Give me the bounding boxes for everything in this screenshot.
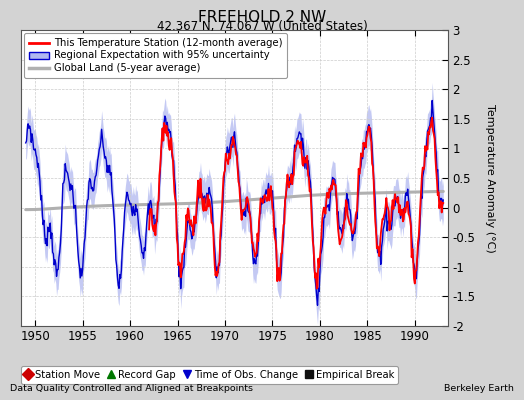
Text: FREEHOLD 2 NW: FREEHOLD 2 NW: [198, 10, 326, 25]
Y-axis label: Temperature Anomaly (°C): Temperature Anomaly (°C): [485, 104, 495, 252]
Text: Data Quality Controlled and Aligned at Breakpoints: Data Quality Controlled and Aligned at B…: [10, 384, 254, 393]
Text: 42.367 N, 74.067 W (United States): 42.367 N, 74.067 W (United States): [157, 20, 367, 33]
Legend: Station Move, Record Gap, Time of Obs. Change, Empirical Break: Station Move, Record Gap, Time of Obs. C…: [21, 366, 398, 384]
Text: Berkeley Earth: Berkeley Earth: [444, 384, 514, 393]
